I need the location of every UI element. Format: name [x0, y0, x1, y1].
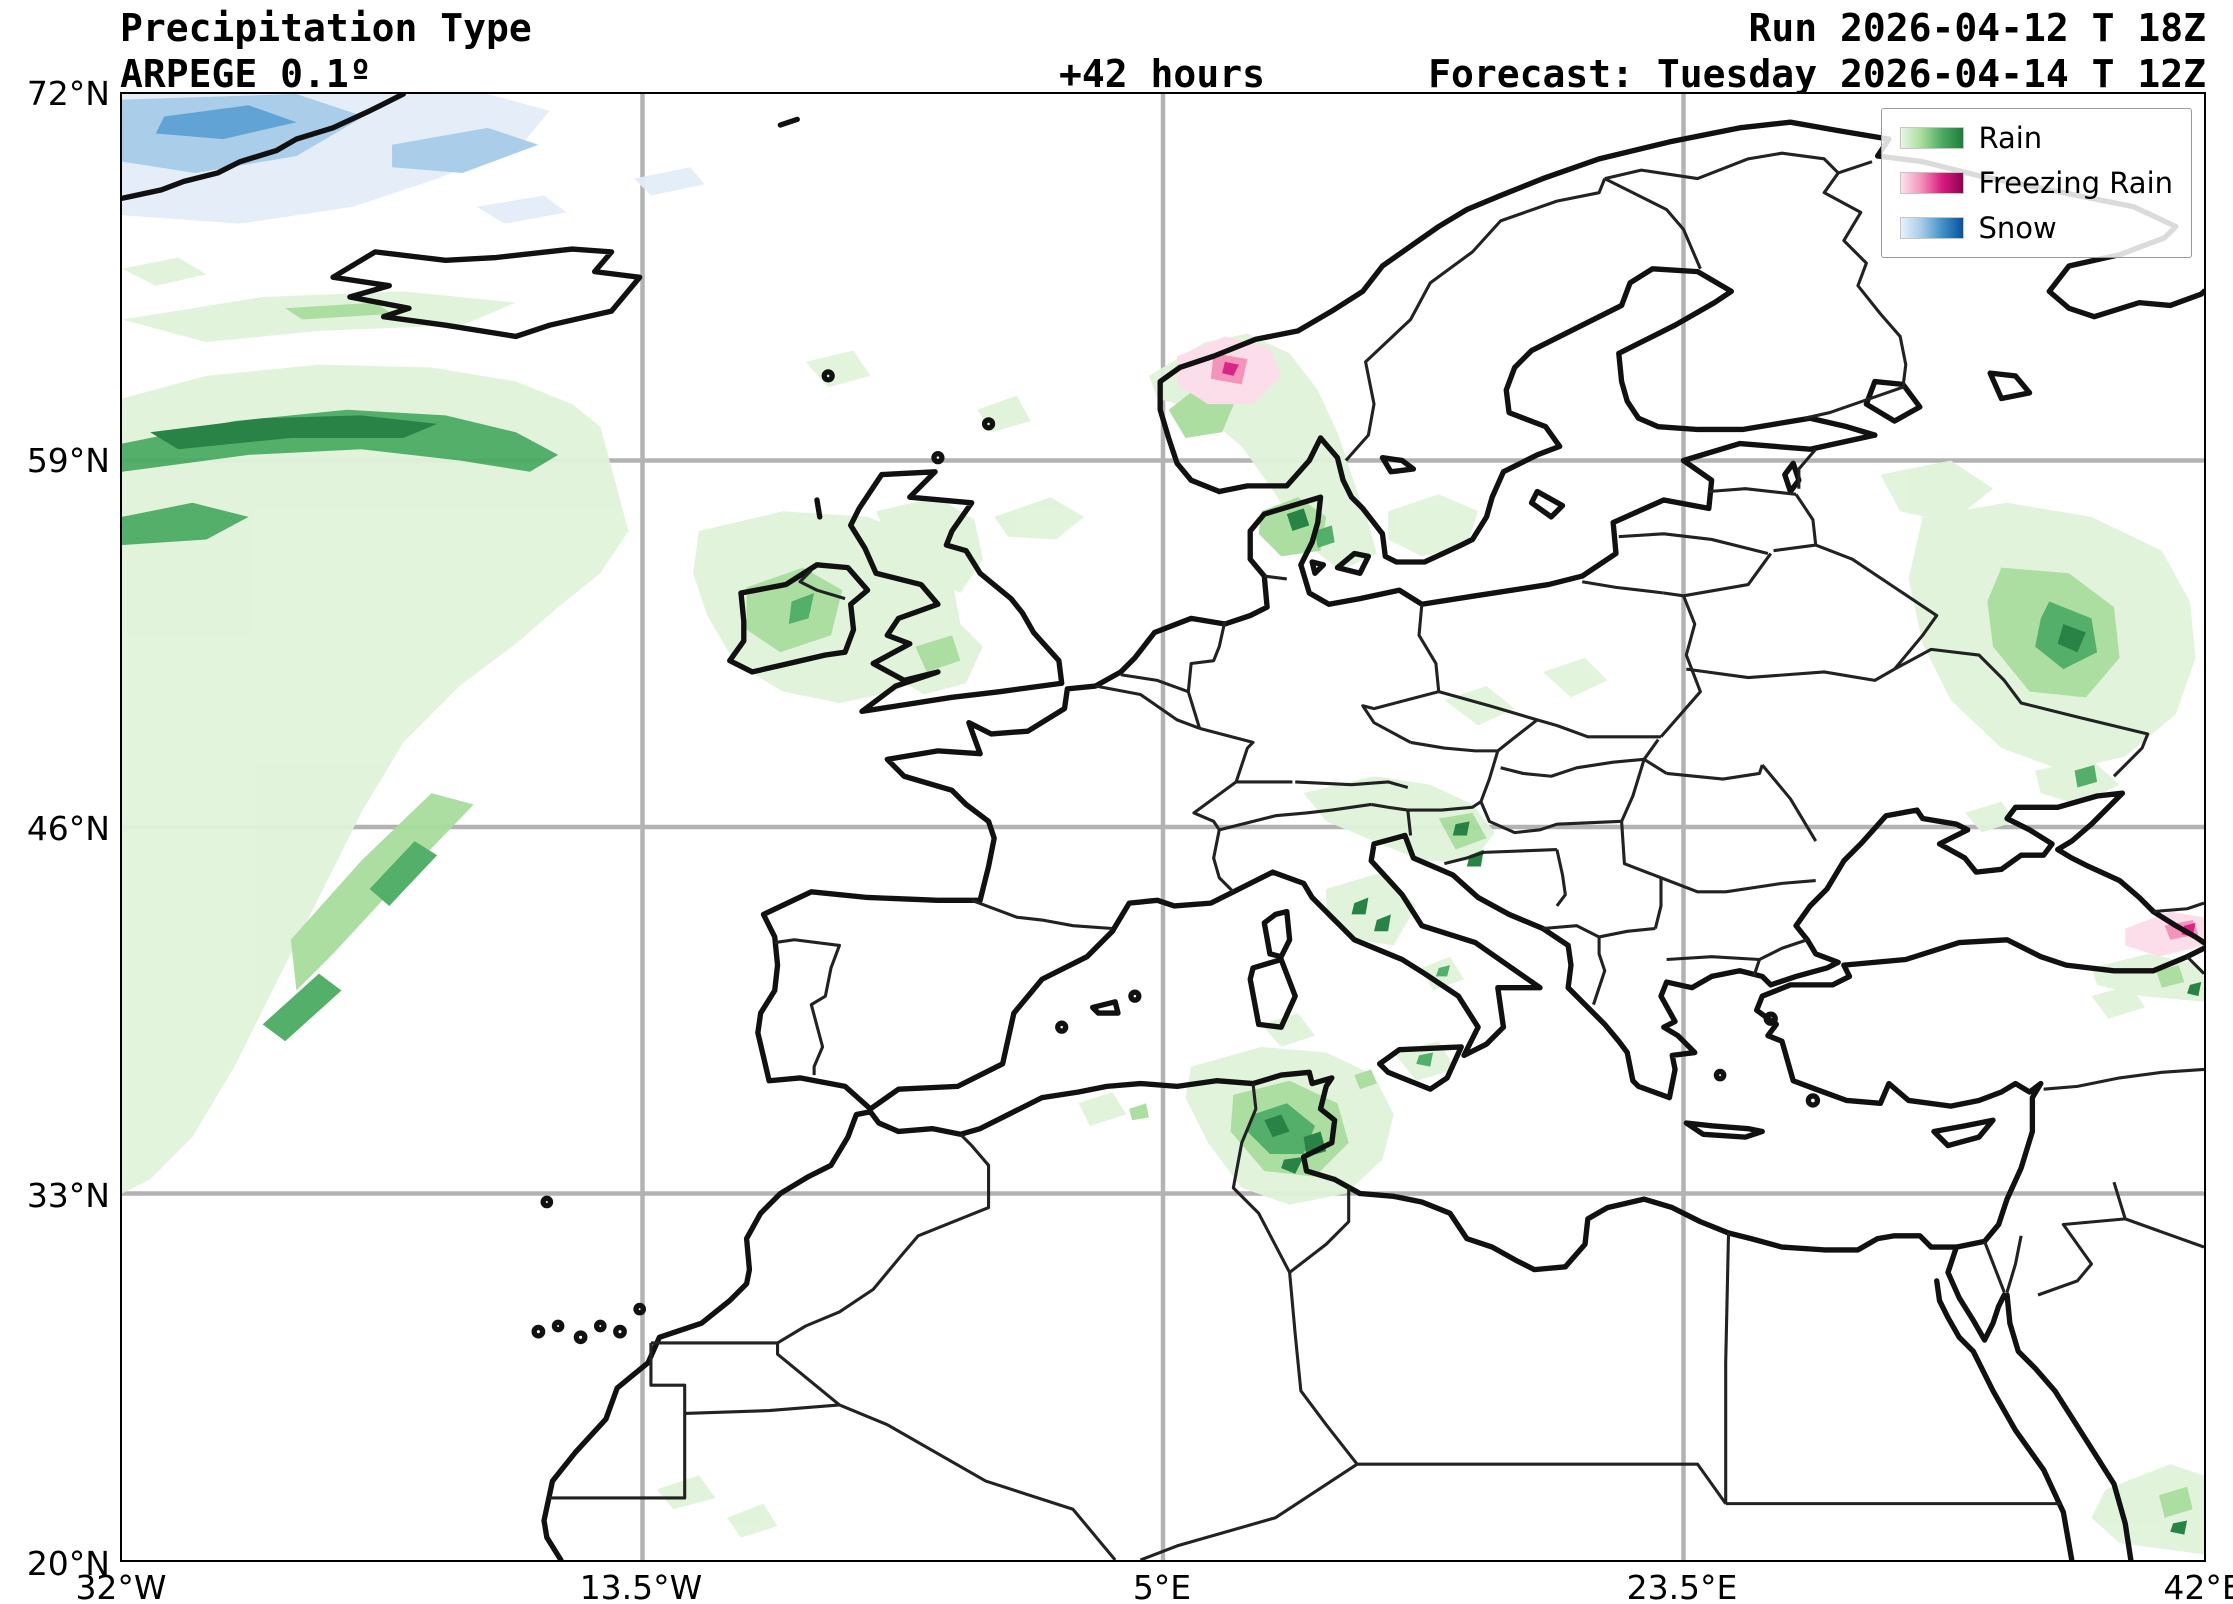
lon-tick-5e: 5°E — [1132, 1568, 1192, 1604]
coastlines — [122, 94, 2204, 1560]
lon-tick-32w: 32°W — [75, 1568, 167, 1604]
legend-label-rain: Rain — [1978, 121, 2043, 155]
freezing-rain-colorbar — [1900, 172, 1965, 194]
lat-tick-20n: 20°N — [26, 1544, 110, 1583]
lat-tick-72n: 72°N — [26, 74, 110, 113]
legend-label-freezing-rain: Freezing Rain — [1978, 166, 2173, 200]
precipitation-overlay — [122, 94, 2204, 1555]
lead-time-label: +42 hours — [1059, 52, 1265, 96]
forecast-label: Forecast: Tuesday 2026-04-14 T 12Z — [1428, 52, 2206, 96]
country-borders — [549, 151, 2204, 1560]
run-label: Run 2026-04-12 T 18Z — [1748, 6, 2206, 50]
lat-tick-59n: 59°N — [26, 441, 110, 480]
map-svg — [122, 94, 2204, 1560]
legend-row-freezing-rain: Freezing Rain — [1900, 166, 2173, 200]
rain-colorbar — [1900, 127, 1965, 149]
lat-tick-33n: 33°N — [26, 1176, 110, 1215]
snow-colorbar — [1900, 217, 1965, 239]
lon-tick-235e: 23.5°E — [1626, 1568, 1738, 1604]
lon-tick-135w: 13.5°W — [579, 1568, 703, 1604]
legend-row-rain: Rain — [1900, 121, 2173, 155]
map-canvas: Rain Freezing Rain Snow — [120, 92, 2206, 1562]
lat-tick-46n: 46°N — [26, 809, 110, 848]
page-title: Precipitation Type — [120, 6, 532, 50]
legend: Rain Freezing Rain Snow — [1881, 108, 2192, 258]
lon-tick-42e: 42°E — [2163, 1568, 2233, 1604]
model-label: ARPEGE 0.1º — [120, 52, 372, 96]
legend-row-snow: Snow — [1900, 211, 2173, 245]
legend-label-snow: Snow — [1978, 211, 2057, 245]
